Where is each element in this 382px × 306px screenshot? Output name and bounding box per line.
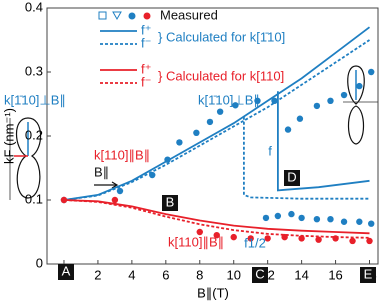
point-label: E <box>364 266 373 281</box>
x-tick-label: 6 <box>162 267 169 282</box>
annotation: f <box>268 143 272 158</box>
x-tick-label: 16 <box>328 267 342 282</box>
data-point <box>60 196 68 204</box>
curve <box>63 26 371 201</box>
legend-label: } Calculated for k[1̄10] <box>158 29 285 44</box>
data-point <box>213 232 220 239</box>
annotation: k[1̄10]⊥B∥ <box>4 92 66 107</box>
annotation: k[110]∥B∥ <box>168 234 224 249</box>
data-point <box>262 214 270 222</box>
data-point <box>284 126 292 133</box>
data-point <box>216 108 224 115</box>
label-box <box>284 170 300 186</box>
data-point <box>332 235 339 242</box>
data-point <box>271 97 278 105</box>
legend-icons <box>98 11 151 21</box>
data-point <box>230 233 237 241</box>
data-point <box>254 97 261 105</box>
data-point <box>193 129 200 136</box>
data-point <box>176 139 183 146</box>
y-axis-label: kF (nm⁻¹) <box>1 108 16 164</box>
right-inset <box>343 65 378 145</box>
data-point <box>274 212 282 220</box>
curve <box>63 39 370 201</box>
data-point <box>196 228 203 236</box>
data-point <box>298 214 305 222</box>
data-point <box>327 97 334 105</box>
legend-marker <box>143 12 151 20</box>
y-tick-label: 0 <box>36 255 43 270</box>
data-point <box>313 216 321 223</box>
curve <box>243 116 370 200</box>
y-tick-label: 0.3 <box>25 63 43 78</box>
curve <box>63 199 370 235</box>
point-label: D <box>287 169 296 184</box>
data-point <box>315 236 322 243</box>
data-point <box>164 156 171 163</box>
data-point <box>368 68 375 76</box>
data-point <box>281 233 288 241</box>
data-point <box>232 102 239 109</box>
label-box <box>162 195 178 211</box>
legend-label: Measured <box>160 7 218 22</box>
annotation: k[110]∥B∥ <box>94 147 150 162</box>
data-point <box>368 220 375 227</box>
annotation: B∥ <box>94 164 109 179</box>
data-point <box>313 102 321 110</box>
annotation: f1/2 <box>244 235 266 250</box>
x-tick-label: 10 <box>226 267 240 282</box>
point-label: C <box>255 266 264 281</box>
label-box <box>360 267 376 283</box>
data-point <box>247 235 254 242</box>
legend-label: } Calculated for k[110] <box>158 68 284 83</box>
y-tick-label: 0.2 <box>25 127 43 142</box>
point-label: B <box>166 194 175 209</box>
b-arrow-head <box>111 181 119 189</box>
legend-marker <box>112 11 122 21</box>
x-tick-label: 4 <box>128 267 135 282</box>
legend-label: f⁺ <box>141 22 151 37</box>
data-point <box>111 196 119 204</box>
annotation: k[1̄10]⊥B∥ <box>198 92 260 107</box>
data-point <box>296 115 304 122</box>
x-tick-label: 14 <box>294 267 308 282</box>
data-point <box>349 237 356 245</box>
x-tick-label: 8 <box>196 267 203 282</box>
data-point <box>340 91 348 99</box>
legend-marker <box>98 11 107 20</box>
legend-marker <box>128 12 136 20</box>
data-point <box>264 235 271 242</box>
curve <box>63 199 370 239</box>
data-point <box>116 187 124 195</box>
x-axis-label: B∥(T) <box>197 285 229 300</box>
data-point <box>149 171 156 179</box>
data-point <box>340 218 348 225</box>
data-point <box>327 216 334 223</box>
data-point <box>298 235 305 242</box>
fermi-contour <box>347 105 365 145</box>
data-point <box>366 237 373 245</box>
label-box <box>252 267 268 283</box>
left-inset <box>9 117 119 200</box>
data-point <box>206 118 214 126</box>
y-tick-label: 0.1 <box>25 191 43 206</box>
legend-label: f⁻ <box>141 74 151 89</box>
x-tick-label: 2 <box>94 267 101 282</box>
fermi-contour <box>347 65 365 105</box>
point-label: A <box>62 263 71 278</box>
label-box <box>58 264 74 280</box>
data-point <box>288 210 295 218</box>
fermi-contour <box>15 117 42 199</box>
curve <box>277 91 370 192</box>
data-point <box>356 218 363 225</box>
legend-label: f⁺ <box>141 61 151 76</box>
legend-label: f⁻ <box>141 35 151 50</box>
y-tick-label: 0.4 <box>25 0 43 14</box>
data-point <box>356 82 363 90</box>
